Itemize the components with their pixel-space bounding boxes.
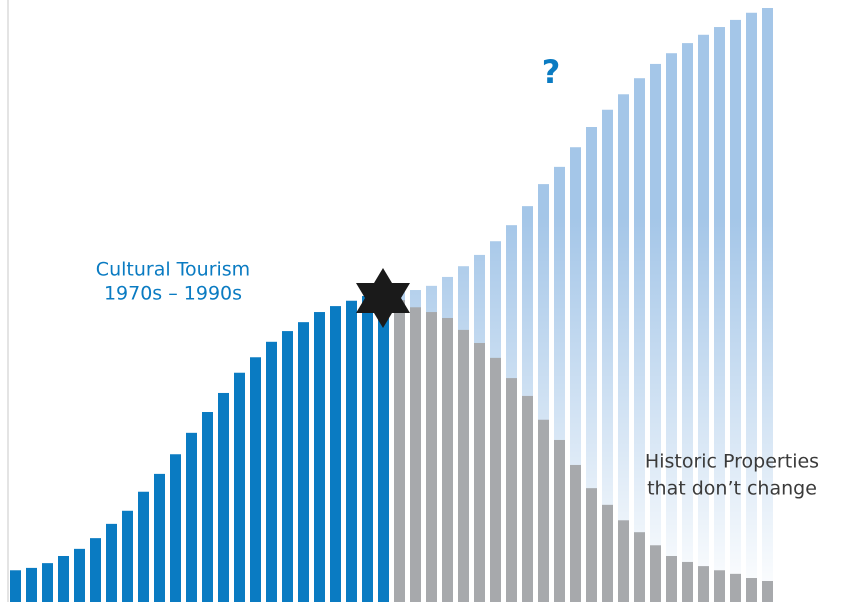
bar [250, 357, 261, 602]
bar-fade [538, 184, 549, 602]
bar [426, 312, 437, 602]
bar-fade [650, 63, 661, 602]
annotation: Historic Properties [645, 451, 819, 473]
bar [666, 555, 677, 602]
bar [634, 532, 645, 602]
bar [218, 392, 229, 602]
bar [266, 341, 277, 602]
bar-fade [714, 27, 725, 602]
annotation: 1970s – 1990s [104, 283, 242, 305]
bar [586, 488, 597, 602]
bar-fade [698, 34, 709, 602]
bar [570, 464, 581, 602]
bar [682, 561, 693, 602]
bar-fade [602, 109, 613, 602]
bar [650, 545, 661, 602]
annotation: Cultural Tourism [96, 259, 250, 281]
bar [698, 566, 709, 602]
bar [746, 578, 757, 602]
bar [602, 504, 613, 602]
bar-fade [682, 43, 693, 602]
bar [378, 291, 389, 602]
bar [202, 412, 213, 602]
annotation: that don’t change [647, 478, 817, 500]
bar-fade [730, 19, 741, 602]
bar [234, 372, 245, 602]
bar [90, 538, 101, 602]
bar [714, 570, 725, 602]
bar [474, 342, 485, 602]
annotation: ? [542, 53, 561, 91]
bar [442, 317, 453, 602]
bar [186, 432, 197, 602]
bar [554, 439, 565, 602]
bar-fade [618, 94, 629, 602]
star [356, 268, 410, 328]
bar [538, 419, 549, 602]
bar [490, 357, 501, 602]
bar [298, 322, 309, 602]
bar [506, 378, 517, 602]
bar [410, 307, 421, 602]
bar [362, 295, 373, 602]
bar [42, 563, 53, 602]
bar [170, 454, 181, 602]
bar [26, 567, 37, 602]
bar-fade [746, 12, 757, 602]
bar-fade [634, 78, 645, 602]
bar [346, 300, 357, 602]
bar [138, 491, 149, 602]
bar-fade [586, 127, 597, 602]
bar-fade [554, 166, 565, 602]
bar [522, 395, 533, 602]
bar [122, 510, 133, 602]
bar [762, 580, 773, 602]
bar-fade [570, 147, 581, 602]
bar [330, 306, 341, 602]
bar [282, 331, 293, 602]
bar [106, 523, 117, 602]
bar [730, 573, 741, 602]
bar [74, 548, 85, 602]
bar [154, 473, 165, 602]
bar [458, 329, 469, 602]
bar [618, 520, 629, 602]
bar-fade [762, 8, 773, 602]
bar [314, 312, 325, 602]
bar [394, 300, 405, 602]
bars [10, 8, 773, 602]
bar [10, 570, 21, 602]
bar-fade [666, 53, 677, 602]
bar [58, 555, 69, 602]
